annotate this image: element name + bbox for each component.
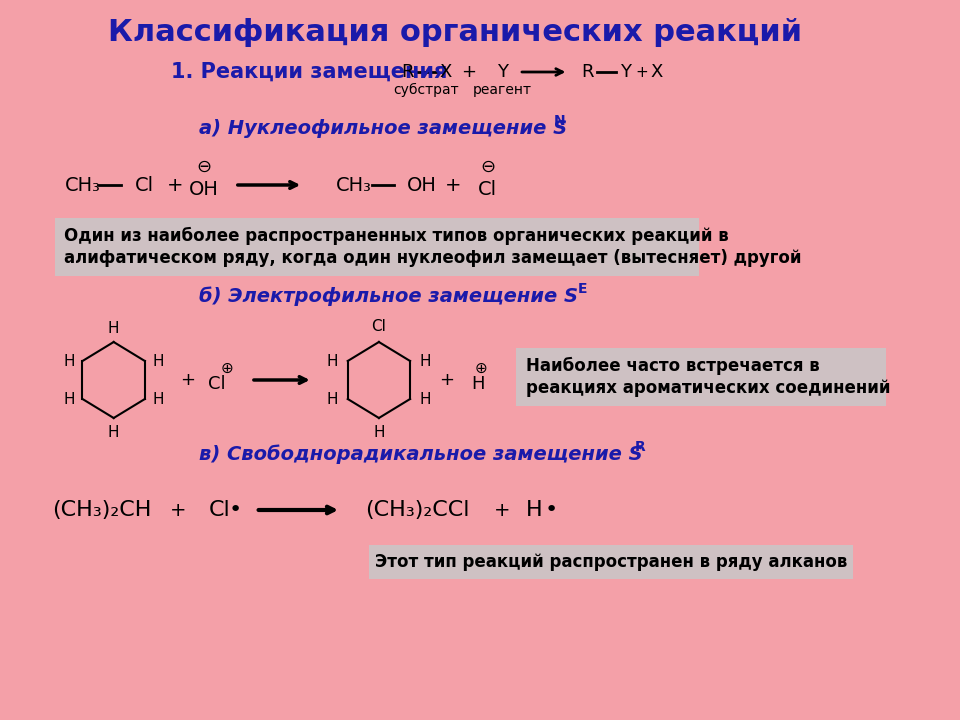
Text: CH₃: CH₃	[64, 176, 100, 194]
Text: Cl: Cl	[208, 375, 226, 393]
Text: +: +	[440, 371, 455, 389]
Text: реагент: реагент	[472, 83, 532, 97]
Text: OH: OH	[189, 179, 219, 199]
Text: ⊖: ⊖	[196, 158, 211, 176]
Text: H: H	[526, 500, 542, 520]
Text: X: X	[650, 63, 662, 81]
Text: X: X	[439, 63, 451, 81]
Text: Наиболее часто встречается в: Наиболее часто встречается в	[526, 357, 820, 375]
Text: субстрат: субстрат	[394, 83, 459, 97]
Text: H: H	[420, 354, 431, 369]
Text: ⊖: ⊖	[480, 158, 495, 176]
Text: H: H	[420, 392, 431, 407]
Text: E: E	[578, 282, 588, 296]
Text: H: H	[63, 354, 75, 369]
Text: Cl: Cl	[134, 176, 154, 194]
Text: б) Электрофильное замещение S: б) Электрофильное замещение S	[199, 287, 578, 306]
Text: в) Свободнорадикальное замещение S: в) Свободнорадикальное замещение S	[199, 444, 642, 464]
Text: реакциях ароматических соединений: реакциях ароматических соединений	[526, 379, 890, 397]
Text: H: H	[153, 354, 164, 369]
Text: •: •	[228, 500, 242, 520]
Text: +: +	[167, 176, 183, 194]
Text: H: H	[326, 392, 338, 407]
Text: ⊕: ⊕	[221, 361, 233, 376]
Text: Этот тип реакций распространен в ряду алканов: Этот тип реакций распространен в ряду ал…	[374, 553, 847, 571]
Text: (CH₃)₂CH: (CH₃)₂CH	[52, 500, 152, 520]
Text: R: R	[581, 63, 593, 81]
Text: а) Нуклеофильное замещение S: а) Нуклеофильное замещение S	[199, 119, 567, 138]
Text: 1. Реакции замещения: 1. Реакции замещения	[171, 62, 447, 82]
Text: Cl: Cl	[478, 179, 497, 199]
Text: +: +	[444, 176, 461, 194]
Text: H: H	[108, 320, 119, 336]
Text: Y: Y	[620, 63, 631, 81]
Text: Y: Y	[496, 63, 508, 81]
Text: OH: OH	[407, 176, 437, 194]
Text: ⊕: ⊕	[475, 361, 488, 376]
Text: +: +	[493, 500, 511, 520]
Text: Cl: Cl	[372, 318, 386, 333]
Text: +: +	[170, 500, 186, 520]
Text: +: +	[636, 65, 649, 79]
Text: H: H	[471, 375, 485, 393]
Text: (CH₃)₂CCl: (CH₃)₂CCl	[365, 500, 469, 520]
Text: H: H	[373, 425, 385, 439]
Text: Cl: Cl	[208, 500, 230, 520]
Text: R: R	[635, 440, 645, 454]
Bar	[516, 348, 886, 406]
Text: •: •	[544, 500, 558, 520]
Text: +: +	[462, 63, 476, 81]
Text: H: H	[108, 425, 119, 439]
Text: R: R	[401, 63, 414, 81]
Text: H: H	[63, 392, 75, 407]
Text: H: H	[153, 392, 164, 407]
Bar	[55, 218, 699, 276]
Text: Классификация органических реакций: Классификация органических реакций	[108, 17, 802, 47]
Text: +: +	[180, 371, 195, 389]
Text: Один из наиболее распространенных типов органических реакций в: Один из наиболее распространенных типов …	[64, 227, 730, 245]
Text: N: N	[554, 114, 565, 128]
Bar	[370, 545, 852, 579]
Text: алифатическом ряду, когда один нуклеофил замещает (вытесняет) другой: алифатическом ряду, когда один нуклеофил…	[64, 249, 802, 267]
Text: CH₃: CH₃	[336, 176, 372, 194]
Text: H: H	[326, 354, 338, 369]
